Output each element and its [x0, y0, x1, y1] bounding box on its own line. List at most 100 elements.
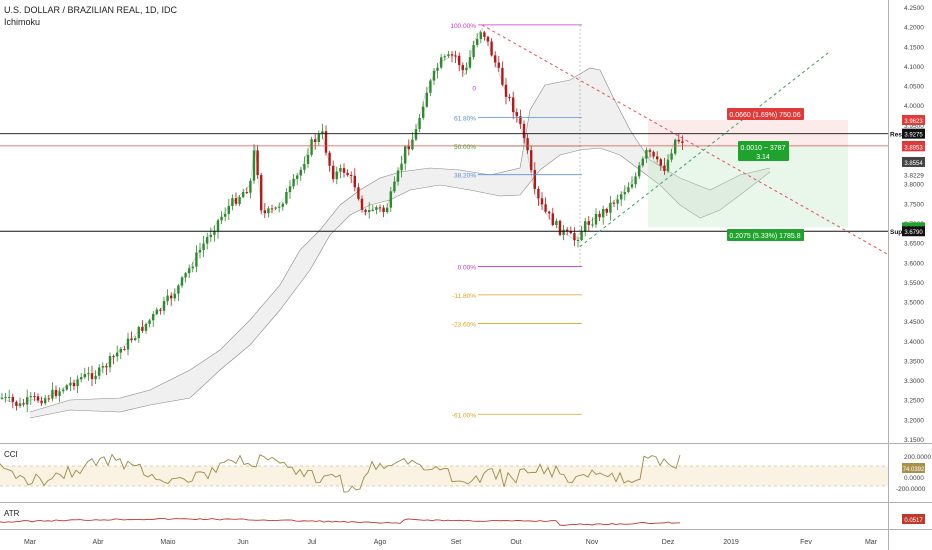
candle-body	[209, 234, 212, 238]
candle-body	[407, 146, 410, 150]
candle-body	[8, 396, 11, 398]
candle-body	[681, 141, 684, 143]
candle-body	[36, 396, 40, 401]
candle-body	[216, 220, 220, 231]
candle-body	[148, 320, 151, 324]
candle-body	[51, 389, 54, 399]
candle-body	[548, 211, 551, 214]
candle-body	[411, 139, 414, 150]
candle-body	[332, 165, 335, 180]
candle-body	[256, 150, 259, 176]
x-tick-label: Jun	[237, 539, 248, 546]
candle-body	[594, 213, 598, 225]
position-box-entry-label: 0.0010 ~ 3787	[741, 145, 786, 152]
candle-body	[400, 163, 403, 171]
y-tick-label: 3.3500	[904, 358, 924, 365]
candle-body	[170, 295, 173, 299]
candle-body	[130, 338, 133, 341]
candle-body	[540, 198, 544, 205]
candle-body	[72, 382, 76, 387]
candle-body	[623, 192, 626, 195]
candle-body	[558, 220, 562, 235]
candle-body	[350, 175, 353, 177]
candle-body	[666, 159, 670, 172]
candle-body	[198, 249, 202, 253]
candle-body	[447, 54, 450, 57]
y-tick-label: 3.2500	[904, 398, 924, 405]
candle-body	[281, 203, 284, 207]
candle-body	[620, 194, 623, 200]
candle-body	[461, 65, 464, 71]
candle-body	[184, 273, 187, 278]
candle-body	[486, 36, 490, 42]
chart-symbol-title: U.S. DOLLAR / BRAZILIAN REAL, 1D, IDC	[4, 5, 178, 15]
price-axis-tag-value: 3.8953	[904, 145, 923, 151]
candle-body	[612, 202, 616, 204]
candle-body	[670, 153, 673, 160]
candle-body	[490, 41, 493, 56]
candle-body	[422, 106, 425, 118]
cci-value: 74.0392	[903, 467, 925, 473]
candle-body	[224, 213, 227, 217]
y-tick-label: 3.6000	[904, 260, 924, 267]
y-tick-label: 4.2500	[904, 5, 924, 12]
cci-tick-label: 0.0000	[904, 475, 924, 482]
candle-body	[260, 175, 263, 211]
candle-body	[108, 356, 112, 368]
price-axis-tag	[902, 156, 925, 167]
y-tick-label: 3.2000	[904, 417, 924, 424]
cci-band	[0, 466, 888, 486]
fib-level-label: 50.00%	[454, 144, 476, 151]
fib-level-label: 100.00%	[450, 23, 476, 30]
candle-body	[314, 139, 317, 143]
candle-body	[432, 70, 436, 81]
candle-body	[537, 188, 540, 199]
candle-body	[494, 55, 497, 63]
atr-value: 0.0517	[904, 518, 923, 524]
candle-body	[245, 192, 248, 194]
fib-level-label: 38.20%	[454, 173, 476, 180]
atr-title: ATR	[4, 509, 20, 518]
candle-body	[54, 389, 58, 396]
candle-body	[386, 207, 389, 212]
candle-body	[641, 158, 644, 166]
candle-body	[321, 131, 324, 134]
candle-body	[342, 168, 346, 173]
candle-body	[458, 55, 461, 66]
candle-body	[569, 230, 572, 234]
candle-body	[324, 131, 328, 153]
price-axis-tag-value: 3.9275	[904, 133, 923, 139]
candle-body	[180, 277, 184, 286]
candle-body	[472, 44, 475, 58]
candle-body	[501, 67, 504, 85]
price-axis-tag-value: 3.6790	[904, 230, 923, 236]
fib-level-label: 61.80%	[454, 115, 476, 122]
candle-body	[252, 150, 256, 181]
candle-body	[231, 198, 234, 207]
candle-body	[576, 239, 580, 241]
candle-body	[144, 323, 148, 331]
candle-body	[123, 348, 126, 350]
candle-body	[303, 163, 306, 170]
candle-body	[674, 139, 677, 154]
candle-body	[249, 180, 252, 193]
y-tick-label: 4.1000	[904, 64, 924, 71]
candle-body	[44, 398, 47, 404]
cci-title: CCI	[4, 450, 18, 459]
candle-body	[368, 210, 371, 212]
candle-body	[346, 172, 349, 176]
candle-body	[360, 198, 364, 210]
candle-body	[414, 129, 418, 140]
candle-body	[602, 208, 605, 218]
candle-body	[616, 199, 619, 204]
candle-body	[580, 231, 583, 240]
candle-body	[512, 97, 515, 113]
candle-body	[274, 207, 277, 209]
y-tick-label: 4.0500	[904, 84, 924, 91]
x-tick-label: Maio	[160, 539, 175, 546]
candle-body	[544, 204, 547, 212]
candle-body	[62, 389, 65, 392]
candle-body	[357, 187, 360, 199]
candle-body	[382, 207, 385, 212]
